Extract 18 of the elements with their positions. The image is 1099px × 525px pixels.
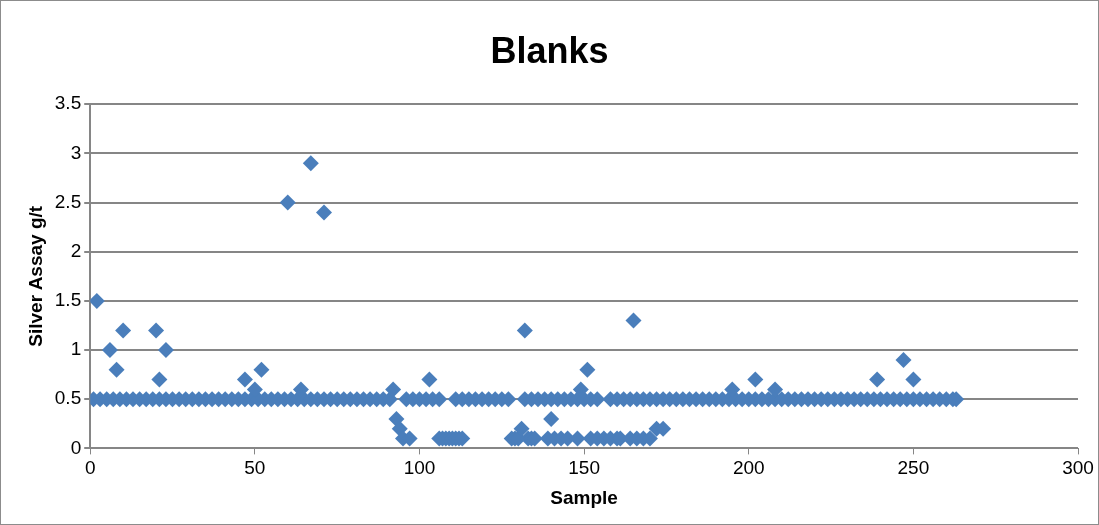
- y-tick-label: 1: [70, 338, 82, 360]
- x-tick-label: 200: [732, 457, 765, 479]
- y-tick-label: 3.5: [54, 92, 82, 114]
- y-axis-title: Silver Assay g/t: [24, 205, 46, 347]
- x-tick-label: 150: [568, 457, 600, 479]
- y-tick-label: 2.5: [54, 190, 82, 212]
- x-axis-title: Sample: [550, 486, 618, 508]
- x-tick-label: 250: [897, 457, 930, 479]
- y-tick-label: 1.5: [54, 289, 82, 311]
- y-tick-label: 0: [70, 436, 82, 458]
- y-tick-label: 2: [70, 239, 82, 261]
- chart-title: Blanks: [490, 29, 609, 71]
- y-tick-label: 0.5: [54, 387, 82, 409]
- x-tick-label: 300: [1062, 457, 1094, 479]
- y-tick-label: 3: [70, 141, 82, 163]
- x-tick-label: 100: [403, 457, 436, 479]
- x-tick-label: 50: [244, 457, 266, 479]
- x-tick-label: 0: [84, 457, 96, 479]
